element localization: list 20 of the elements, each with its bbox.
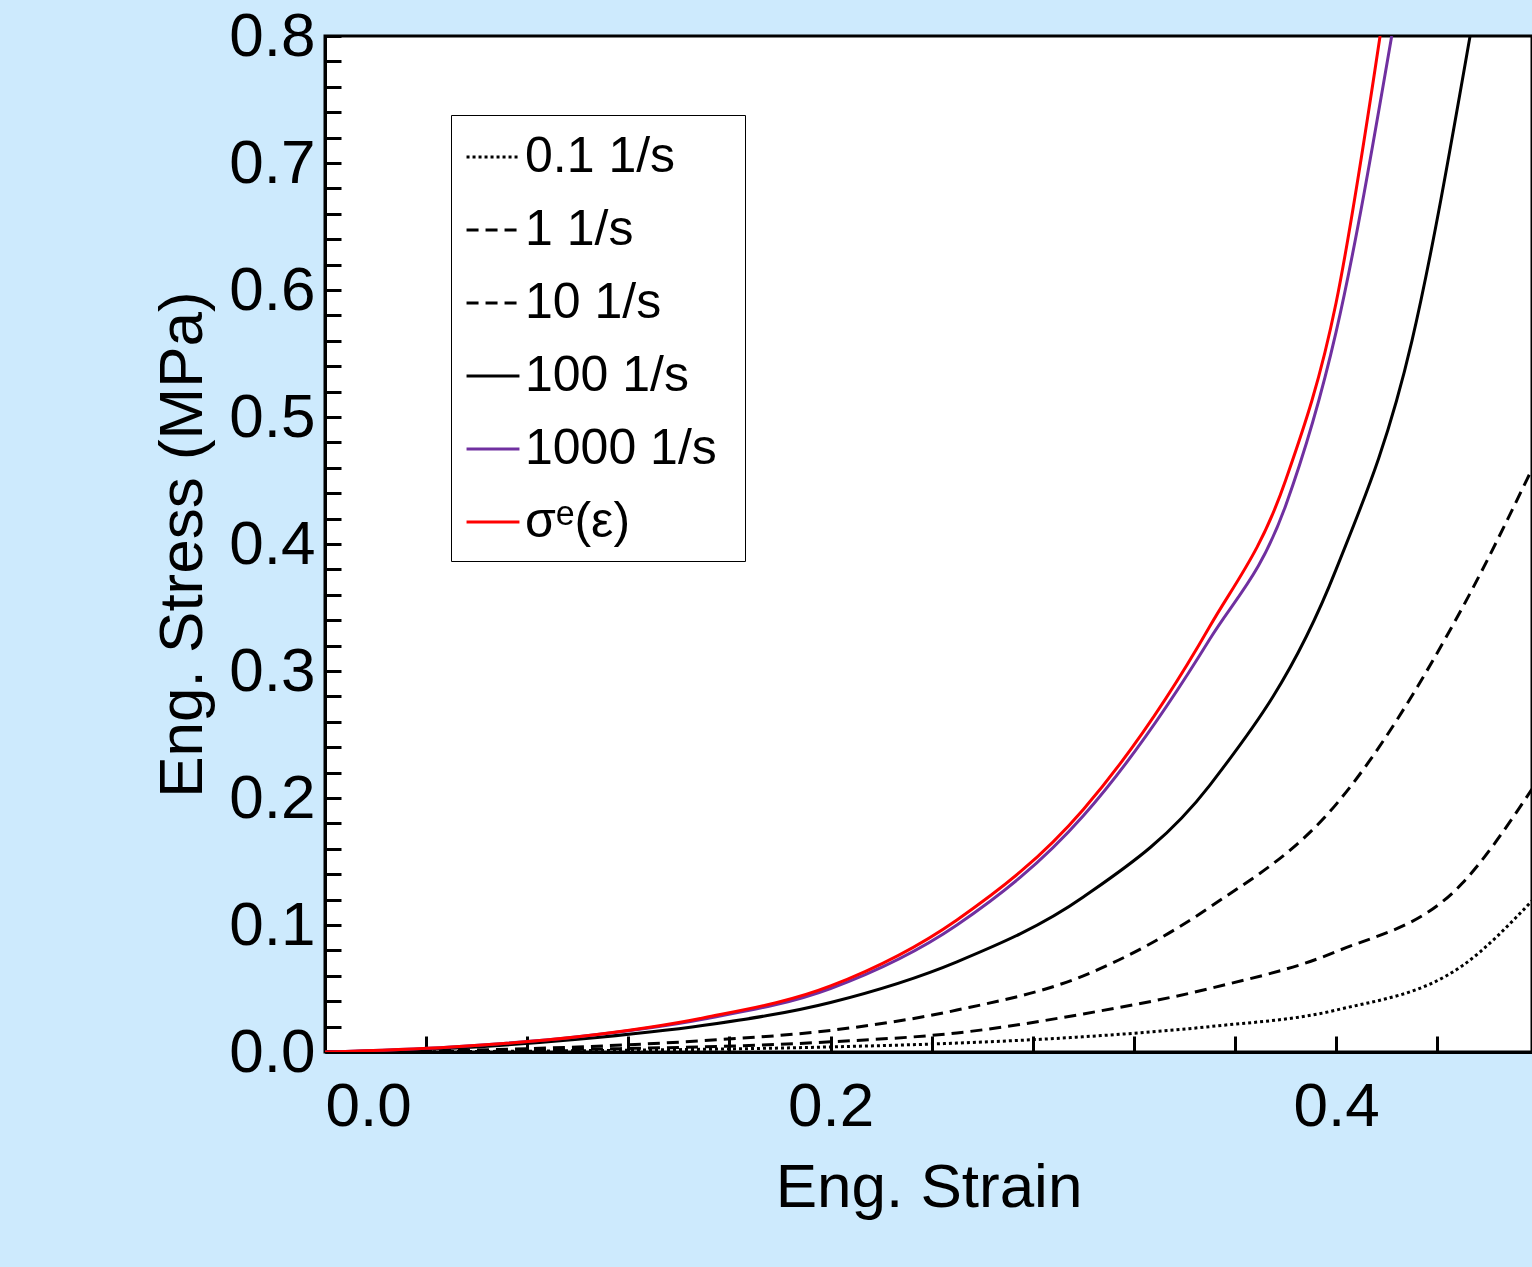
y-tick-label: 0.3	[229, 634, 316, 704]
x-axis-title: Eng. Strain	[775, 1150, 1083, 1220]
legend-label: σᵉ(ε)	[525, 492, 631, 548]
y-tick-label: 0.0	[229, 1015, 316, 1085]
legend-label: 0.1 1/s	[525, 127, 676, 183]
x-tick-label: 0.4	[1293, 1069, 1380, 1139]
y-tick-label: 0.5	[229, 380, 316, 450]
legend-label: 1 1/s	[525, 200, 634, 256]
y-axis-title: Eng. Stress (MPa)	[146, 291, 216, 798]
y-tick-label: 0.1	[229, 888, 316, 958]
y-tick-label: 0.2	[229, 761, 316, 831]
x-tick-label: 0.0	[325, 1069, 412, 1139]
legend-label: 1000 1/s	[525, 419, 717, 475]
legend-label: 10 1/s	[525, 273, 662, 329]
x-tick-label: 0.2	[787, 1069, 875, 1139]
y-tick-label: 0.8	[229, 0, 316, 69]
y-tick-label: 0.7	[229, 126, 316, 196]
y-tick-label: 0.6	[229, 253, 316, 323]
y-tick-label: 0.4	[229, 507, 316, 577]
legend-label: 100 1/s	[525, 346, 690, 402]
